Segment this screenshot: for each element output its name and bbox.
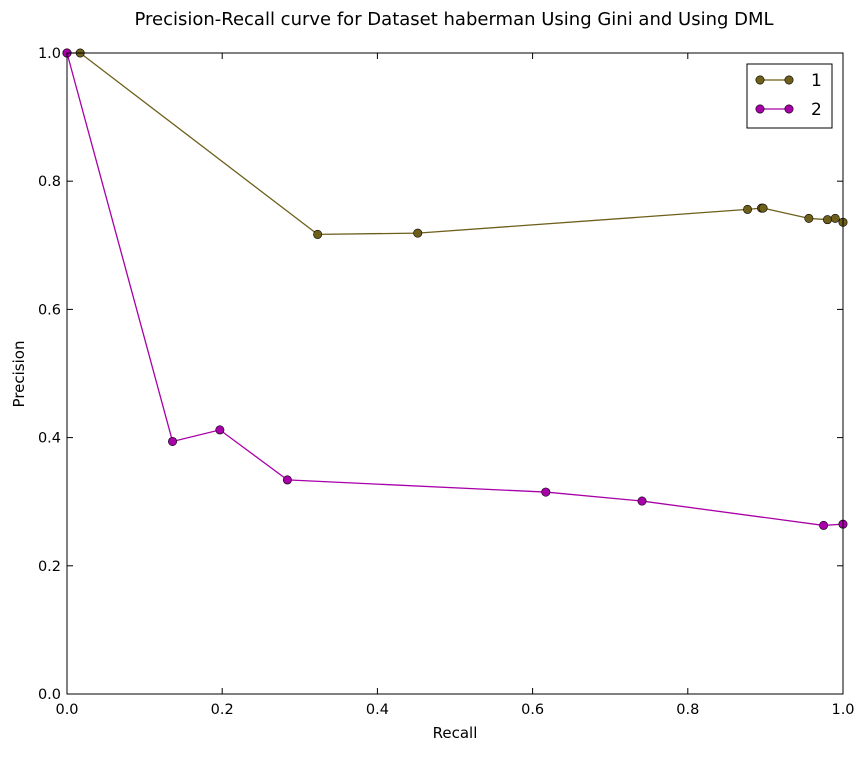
x-axis-label: Recall xyxy=(433,724,478,742)
x-tick-label: 1.0 xyxy=(831,702,854,718)
legend-label: 2 xyxy=(811,100,822,120)
y-axis-label: Precision xyxy=(10,341,28,408)
legend-marker xyxy=(784,75,794,85)
data-point xyxy=(830,213,840,223)
data-point xyxy=(541,487,551,497)
y-tick-label: 0.0 xyxy=(38,687,61,703)
legend-marker xyxy=(755,75,765,85)
legend-marker xyxy=(784,104,794,114)
series-1 xyxy=(62,48,848,239)
data-point xyxy=(804,213,814,223)
data-point xyxy=(313,229,323,239)
y-tick-label: 0.8 xyxy=(38,174,61,190)
data-point xyxy=(822,215,832,225)
x-tick-label: 0.2 xyxy=(211,702,234,718)
legend-label: 1 xyxy=(811,71,822,91)
y-tick-label: 0.2 xyxy=(38,559,61,575)
series-layer xyxy=(62,48,848,530)
legend: 12 xyxy=(746,63,833,129)
chart-title: Precision-Recall curve for Dataset haber… xyxy=(134,9,773,30)
data-point xyxy=(282,475,292,485)
legend-marker xyxy=(755,104,765,114)
x-tick-label: 0.8 xyxy=(676,702,699,718)
legend-box xyxy=(746,63,833,129)
x-tick-label: 0.4 xyxy=(366,702,389,718)
legend-entry: 2 xyxy=(755,100,822,120)
series-2 xyxy=(62,48,848,530)
data-point xyxy=(413,228,423,238)
plot-area xyxy=(67,53,843,694)
x-tick-label: 0.6 xyxy=(521,702,544,718)
y-tick-label: 0.4 xyxy=(38,431,61,447)
y-tick-label: 1.0 xyxy=(38,46,61,62)
data-point xyxy=(637,496,647,506)
data-point xyxy=(215,425,225,435)
data-point xyxy=(819,520,829,530)
x-tick-label: 0.0 xyxy=(55,702,78,718)
legend-entries: 12 xyxy=(755,71,822,120)
data-point xyxy=(758,203,768,213)
data-point xyxy=(168,436,178,446)
y-tick-label: 0.6 xyxy=(38,302,61,318)
series-line xyxy=(66,52,844,527)
legend-entry: 1 xyxy=(755,71,822,91)
plot-border xyxy=(66,52,844,695)
data-point xyxy=(743,204,753,214)
